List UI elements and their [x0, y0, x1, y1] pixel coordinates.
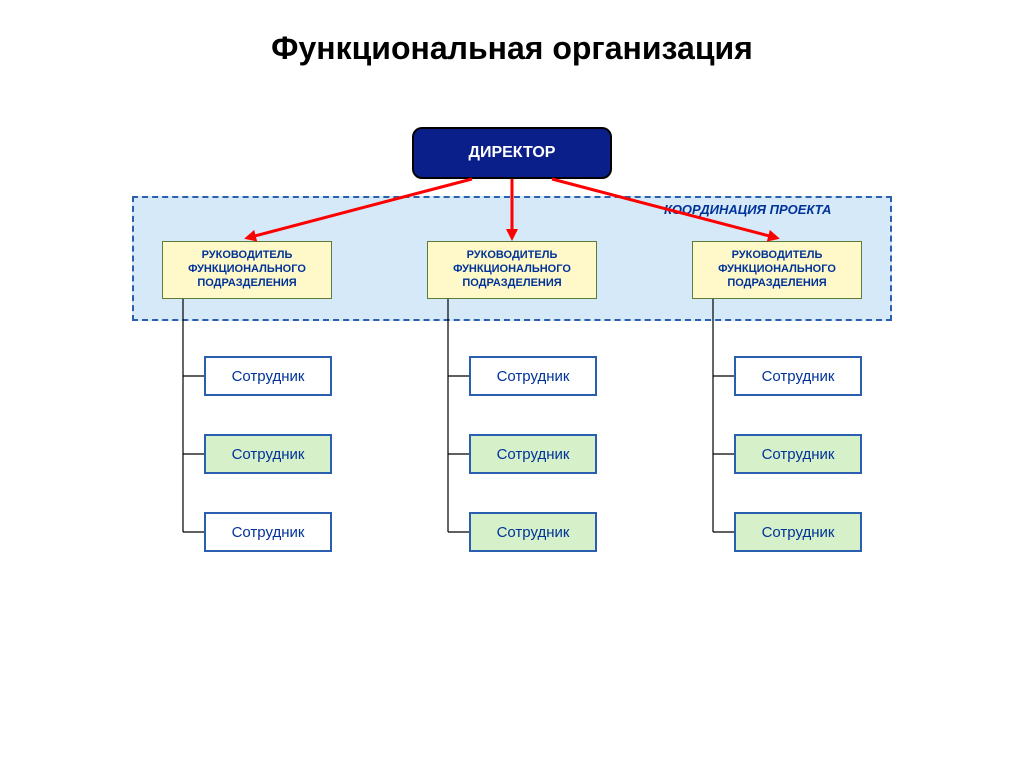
- page-title: Функциональная организация: [0, 30, 1024, 67]
- employee-node-0-1: Сотрудник: [469, 356, 597, 396]
- manager-node-2: РУКОВОДИТЕЛЬФУНКЦИОНАЛЬНОГОПОДРАЗДЕЛЕНИЯ: [427, 241, 597, 299]
- employee-node-2-2: Сотрудник: [734, 512, 862, 552]
- employee-node-1-1: Сотрудник: [469, 434, 597, 474]
- coordination-label: КООРДИНАЦИЯ ПРОЕКТА: [664, 202, 831, 217]
- employee-node-0-2: Сотрудник: [734, 356, 862, 396]
- employee-node-2-0: Сотрудник: [204, 512, 332, 552]
- employee-node-2-1: Сотрудник: [469, 512, 597, 552]
- employee-node-0-0: Сотрудник: [204, 356, 332, 396]
- director-node: ДИРЕКТОР: [412, 127, 612, 179]
- employee-node-1-2: Сотрудник: [734, 434, 862, 474]
- manager-node-3: РУКОВОДИТЕЛЬФУНКЦИОНАЛЬНОГОПОДРАЗДЕЛЕНИЯ: [692, 241, 862, 299]
- employee-node-1-0: Сотрудник: [204, 434, 332, 474]
- manager-node-1: РУКОВОДИТЕЛЬФУНКЦИОНАЛЬНОГОПОДРАЗДЕЛЕНИЯ: [162, 241, 332, 299]
